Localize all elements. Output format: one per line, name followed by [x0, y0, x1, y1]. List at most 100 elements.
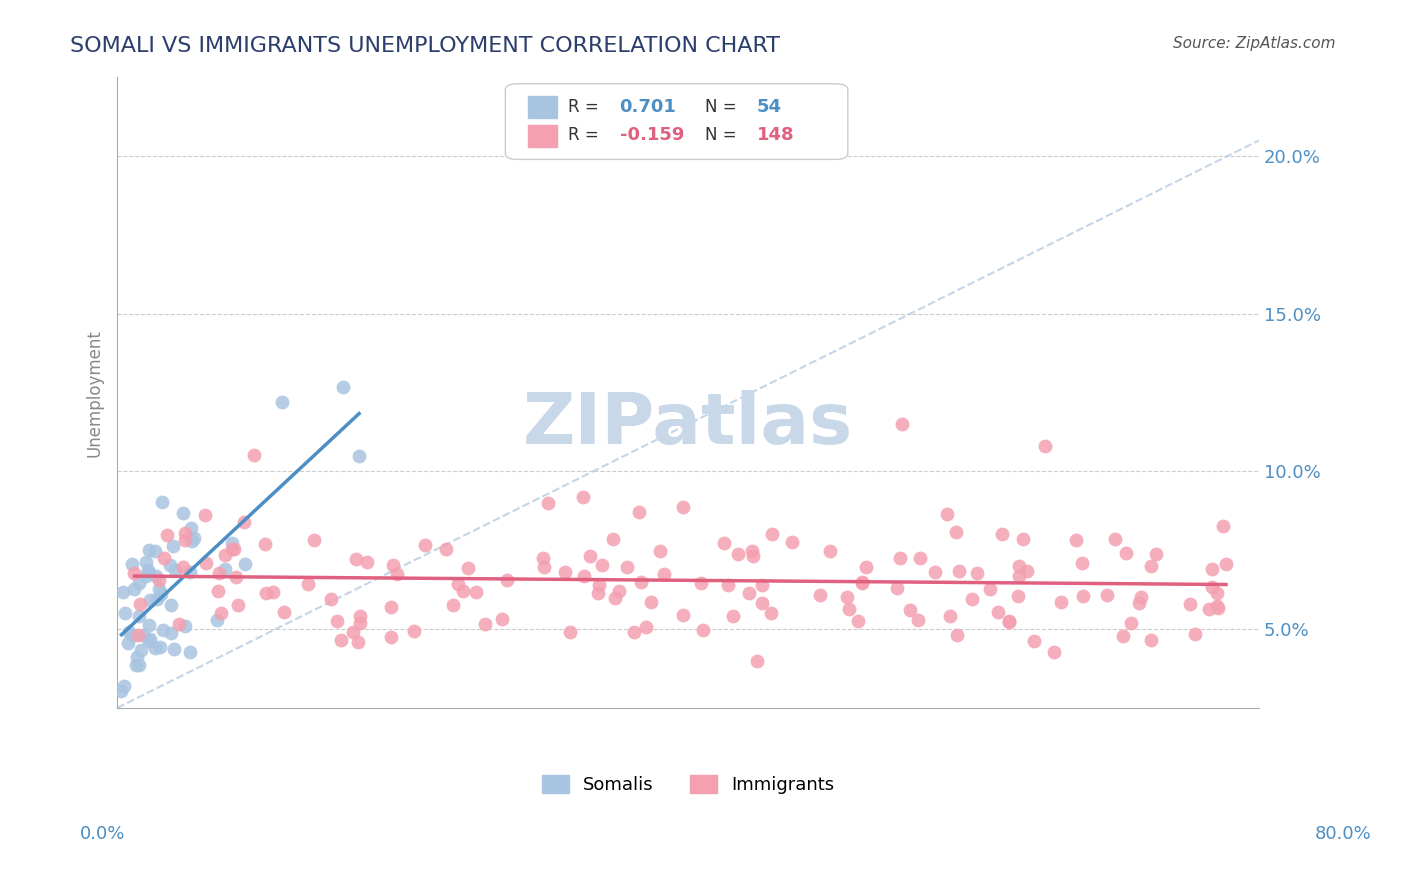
Point: [948, 565, 970, 579]
Point: [908, 550, 931, 565]
Point: [262, 585, 284, 599]
Point: [172, 560, 194, 574]
Point: [302, 533, 325, 547]
Point: [889, 550, 911, 565]
Point: [591, 558, 613, 572]
Point: [998, 615, 1021, 629]
Point: [222, 542, 245, 557]
Point: [344, 551, 367, 566]
Point: [143, 641, 166, 656]
Point: [692, 624, 714, 638]
Point: [138, 634, 160, 648]
Point: [349, 608, 371, 623]
Point: [121, 558, 143, 572]
Point: [1104, 532, 1126, 546]
Text: 0.701: 0.701: [620, 98, 676, 116]
Point: [347, 449, 370, 463]
Point: [979, 582, 1001, 596]
Point: [1008, 569, 1031, 583]
Point: [717, 577, 740, 591]
Point: [946, 628, 969, 642]
Point: [891, 417, 914, 432]
Point: [194, 556, 217, 570]
Point: [118, 624, 141, 639]
Point: [447, 577, 470, 591]
Point: [945, 524, 967, 539]
Point: [214, 548, 236, 562]
Point: [1201, 580, 1223, 594]
Point: [254, 585, 277, 599]
Point: [139, 593, 162, 607]
Point: [356, 555, 378, 569]
Point: [326, 614, 349, 628]
Text: N =: N =: [706, 127, 737, 145]
Point: [148, 582, 170, 596]
Point: [572, 568, 595, 582]
Point: [117, 636, 139, 650]
Point: [221, 536, 243, 550]
Point: [221, 541, 243, 556]
Point: [149, 640, 172, 654]
Point: [851, 574, 873, 589]
Point: [838, 602, 860, 616]
Bar: [529, 96, 557, 119]
Point: [723, 609, 745, 624]
Point: [174, 533, 197, 548]
Point: [138, 543, 160, 558]
Point: [554, 565, 576, 579]
Point: [382, 558, 405, 572]
Point: [297, 577, 319, 591]
Point: [630, 575, 652, 590]
Point: [347, 635, 370, 649]
Point: [1178, 597, 1201, 611]
Text: 148: 148: [756, 127, 794, 145]
Point: [1008, 559, 1031, 574]
Y-axis label: Unemployment: Unemployment: [86, 329, 103, 457]
Point: [254, 537, 277, 551]
Point: [727, 547, 749, 561]
Point: [110, 683, 132, 698]
Point: [627, 505, 650, 519]
Point: [146, 592, 169, 607]
Point: [1128, 596, 1150, 610]
Point: [960, 591, 983, 606]
Text: 80.0%: 80.0%: [1315, 825, 1371, 843]
Point: [935, 508, 957, 522]
Point: [167, 616, 190, 631]
Point: [855, 560, 877, 574]
Text: Source: ZipAtlas.com: Source: ZipAtlas.com: [1173, 36, 1336, 51]
Point: [1012, 533, 1035, 547]
Text: R =: R =: [568, 127, 599, 145]
Point: [991, 527, 1014, 541]
Point: [818, 543, 841, 558]
Point: [623, 625, 645, 640]
Point: [986, 605, 1008, 619]
Point: [152, 551, 174, 566]
Point: [441, 598, 464, 612]
Point: [998, 614, 1021, 628]
Point: [270, 395, 292, 409]
Point: [1201, 562, 1223, 576]
Point: [939, 609, 962, 624]
Point: [457, 561, 479, 575]
Point: [434, 542, 457, 557]
Point: [163, 563, 186, 577]
Point: [451, 584, 474, 599]
Point: [125, 649, 148, 664]
Point: [742, 549, 765, 563]
Point: [713, 536, 735, 550]
Point: [1033, 439, 1056, 453]
Point: [128, 657, 150, 672]
Point: [465, 585, 488, 599]
Point: [385, 567, 408, 582]
Point: [690, 576, 713, 591]
Point: [1024, 633, 1046, 648]
Point: [135, 569, 157, 583]
Point: [759, 607, 782, 621]
Point: [135, 556, 157, 570]
Point: [207, 583, 229, 598]
Point: [138, 632, 160, 646]
Point: [1139, 633, 1161, 648]
Point: [571, 491, 593, 505]
Bar: [529, 125, 557, 147]
